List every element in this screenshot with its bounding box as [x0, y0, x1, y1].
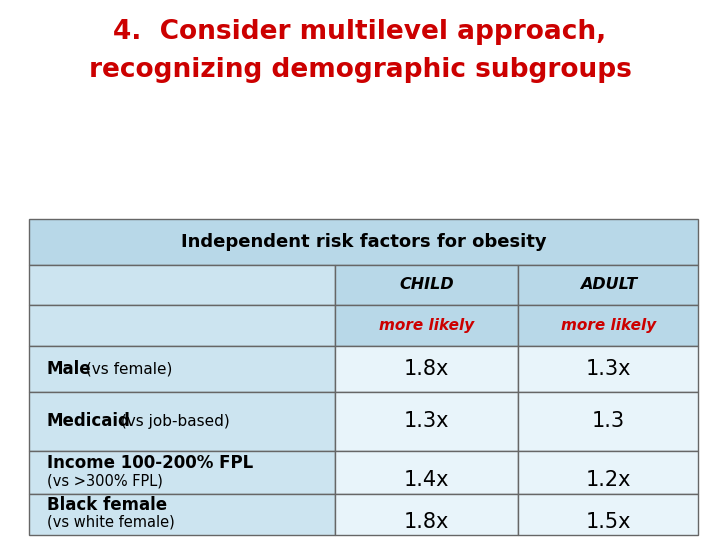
Text: (vs job-based): (vs job-based) [116, 414, 230, 429]
Text: 1.3x: 1.3x [404, 411, 449, 431]
Bar [518, 265, 698, 305]
Text: Male: Male [47, 360, 91, 377]
Text: ADULT: ADULT [580, 278, 637, 292]
Text: 1.8x: 1.8x [404, 359, 449, 379]
Text: (vs female): (vs female) [81, 361, 173, 376]
Text: 1.2x: 1.2x [585, 470, 631, 490]
Text: 1.8x: 1.8x [404, 511, 449, 532]
Text: 1.3: 1.3 [592, 411, 625, 431]
Text: Black female: Black female [47, 496, 167, 514]
Bar [335, 265, 518, 305]
Bar [335, 494, 518, 535]
Bar [29, 265, 335, 305]
Text: 1.4x: 1.4x [404, 470, 449, 490]
Text: recognizing demographic subgroups: recognizing demographic subgroups [89, 57, 631, 83]
Bar [518, 451, 698, 494]
Text: (vs >300% FPL): (vs >300% FPL) [47, 474, 163, 489]
Bar [29, 346, 335, 392]
Bar [518, 494, 698, 535]
Text: Independent risk factors for obesity: Independent risk factors for obesity [181, 233, 546, 251]
Text: CHILD: CHILD [400, 278, 454, 292]
Text: more likely: more likely [379, 318, 474, 333]
Bar [518, 346, 698, 392]
Text: Income 100-200% FPL: Income 100-200% FPL [47, 454, 253, 471]
Bar [518, 392, 698, 451]
Bar [29, 219, 698, 265]
Text: Medicaid: Medicaid [47, 412, 130, 430]
Bar [518, 305, 698, 346]
Text: more likely: more likely [561, 318, 656, 333]
Bar [29, 451, 335, 494]
Bar [335, 451, 518, 494]
Text: 1.5x: 1.5x [585, 511, 631, 532]
Bar [335, 346, 518, 392]
Bar [29, 392, 335, 451]
Text: 4.  Consider multilevel approach,: 4. Consider multilevel approach, [113, 19, 607, 45]
Text: (vs white female): (vs white female) [47, 515, 174, 530]
Bar [29, 305, 335, 346]
Bar [335, 392, 518, 451]
Bar [29, 494, 335, 535]
Bar [335, 305, 518, 346]
Text: 1.3x: 1.3x [585, 359, 631, 379]
